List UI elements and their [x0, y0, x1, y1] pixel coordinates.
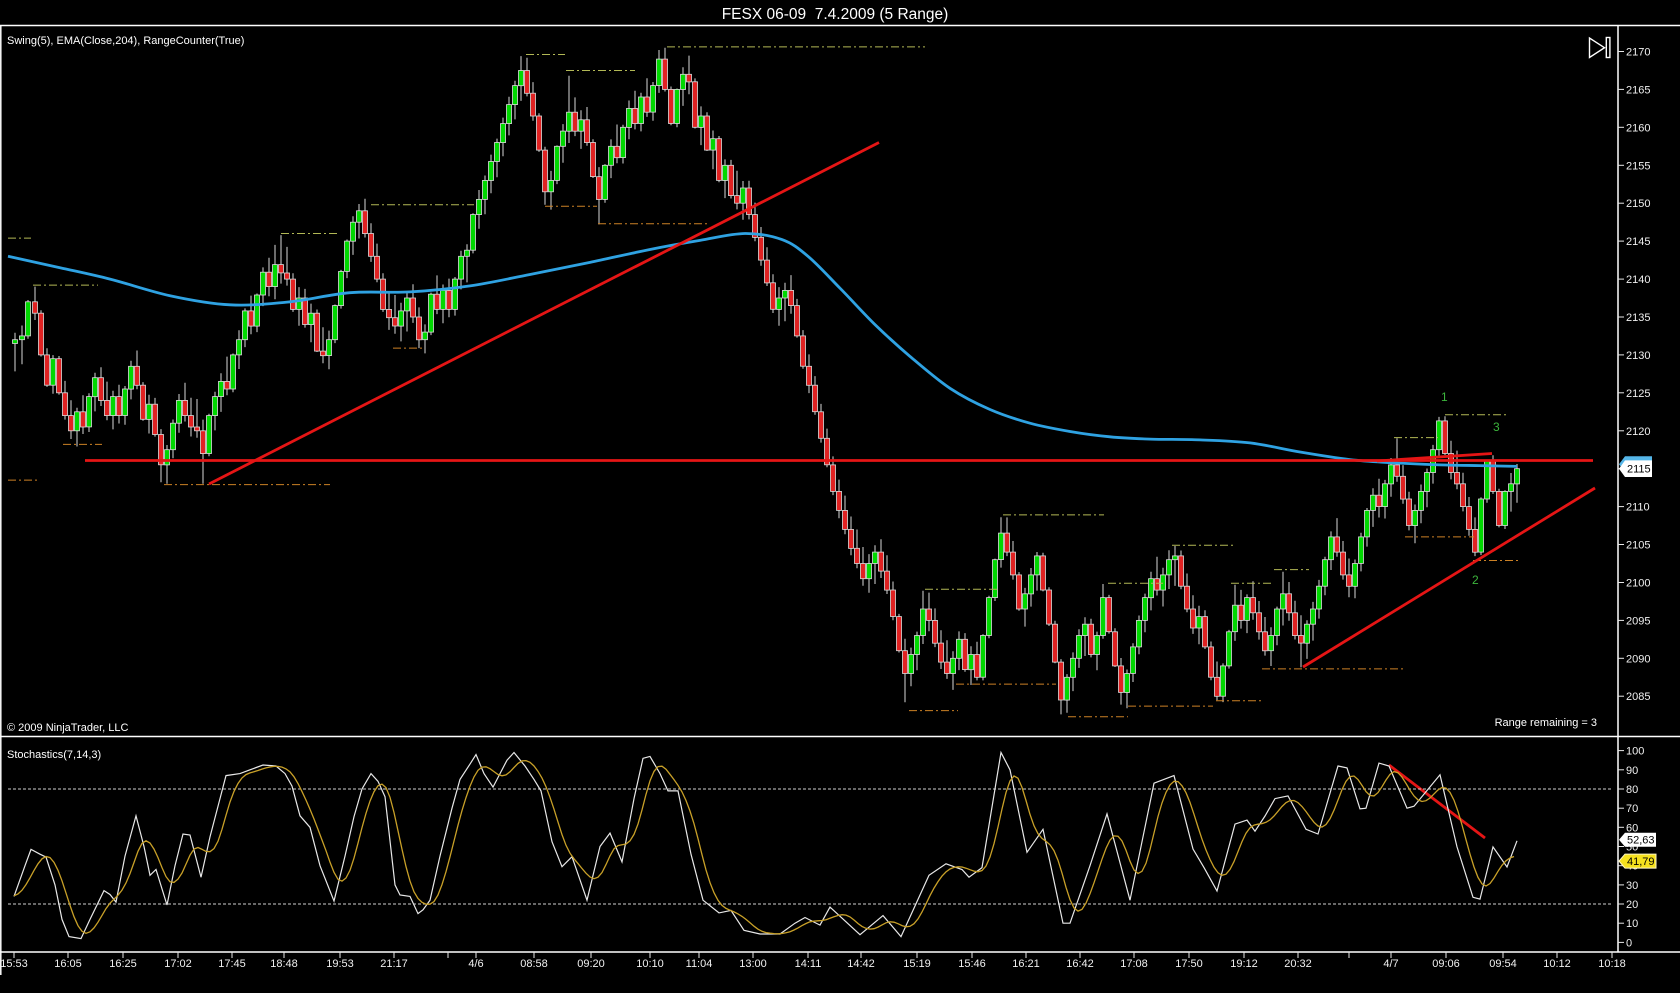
svg-text:2090: 2090 — [1626, 653, 1650, 665]
svg-text:2135: 2135 — [1626, 312, 1650, 324]
svg-text:70: 70 — [1626, 803, 1638, 815]
svg-text:16:21: 16:21 — [1012, 958, 1040, 970]
svg-text:4/7: 4/7 — [1383, 958, 1398, 970]
svg-text:16:25: 16:25 — [109, 958, 137, 970]
svg-text:13:00: 13:00 — [739, 958, 767, 970]
svg-text:08:58: 08:58 — [520, 958, 548, 970]
svg-text:2130: 2130 — [1626, 350, 1650, 362]
svg-text:2160: 2160 — [1626, 122, 1650, 134]
svg-text:60: 60 — [1626, 822, 1638, 834]
svg-text:FESX 06-09 7.4.2009 (5 Range): FESX 06-09 7.4.2009 (5 Range) — [722, 6, 949, 23]
svg-text:21:17: 21:17 — [380, 958, 408, 970]
svg-text:15:53: 15:53 — [0, 958, 28, 970]
svg-text:3: 3 — [1493, 420, 1500, 434]
svg-text:15:46: 15:46 — [958, 958, 986, 970]
svg-text:09:54: 09:54 — [1489, 958, 1517, 970]
svg-text:0: 0 — [1626, 937, 1632, 949]
svg-text:4/6: 4/6 — [468, 958, 483, 970]
svg-text:2100: 2100 — [1626, 578, 1650, 590]
svg-text:10: 10 — [1626, 918, 1638, 930]
svg-text:10:18: 10:18 — [1598, 958, 1626, 970]
svg-text:© 2009 NinjaTrader, LLC: © 2009 NinjaTrader, LLC — [7, 722, 128, 734]
svg-text:15:19: 15:19 — [903, 958, 931, 970]
svg-text:100: 100 — [1626, 746, 1644, 758]
svg-text:2155: 2155 — [1626, 160, 1650, 172]
svg-text:18:48: 18:48 — [270, 958, 298, 970]
svg-text:52,63: 52,63 — [1627, 835, 1655, 847]
svg-text:16:42: 16:42 — [1066, 958, 1094, 970]
svg-text:16:05: 16:05 — [54, 958, 82, 970]
svg-text:19:53: 19:53 — [326, 958, 354, 970]
svg-text:90: 90 — [1626, 765, 1638, 777]
svg-text:10:12: 10:12 — [1543, 958, 1571, 970]
svg-text:14:11: 14:11 — [795, 958, 822, 970]
svg-text:2085: 2085 — [1626, 691, 1650, 703]
svg-text:2095: 2095 — [1626, 615, 1650, 627]
svg-text:2120: 2120 — [1626, 426, 1650, 438]
svg-text:Range remaining = 3: Range remaining = 3 — [1495, 717, 1597, 729]
svg-text:14:42: 14:42 — [847, 958, 875, 970]
svg-text:17:02: 17:02 — [164, 958, 192, 970]
svg-text:10:10: 10:10 — [636, 958, 664, 970]
svg-text:2170: 2170 — [1626, 47, 1650, 59]
svg-text:80: 80 — [1626, 784, 1638, 796]
svg-text:Stochastics(7,14,3): Stochastics(7,14,3) — [7, 749, 101, 761]
svg-text:19:12: 19:12 — [1230, 958, 1258, 970]
svg-text:11:04: 11:04 — [686, 958, 713, 970]
svg-text:2105: 2105 — [1626, 540, 1650, 552]
svg-text:2140: 2140 — [1626, 274, 1650, 286]
svg-text:2145: 2145 — [1626, 236, 1650, 248]
svg-text:Swing(5), EMA(Close,204), Rang: Swing(5), EMA(Close,204), RangeCounter(T… — [7, 35, 244, 47]
svg-text:2110: 2110 — [1626, 502, 1650, 514]
svg-text:2125: 2125 — [1626, 388, 1650, 400]
svg-text:17:50: 17:50 — [1175, 958, 1203, 970]
svg-text:20: 20 — [1626, 899, 1638, 911]
svg-text:41,79: 41,79 — [1627, 856, 1655, 868]
svg-text:2: 2 — [1472, 573, 1479, 587]
svg-text:2150: 2150 — [1626, 198, 1650, 210]
svg-text:20:32: 20:32 — [1284, 958, 1312, 970]
svg-text:2115: 2115 — [1627, 464, 1651, 476]
svg-text:17:45: 17:45 — [218, 958, 246, 970]
svg-text:2165: 2165 — [1626, 84, 1650, 96]
svg-text:1: 1 — [1441, 390, 1448, 404]
svg-text:09:06: 09:06 — [1432, 958, 1460, 970]
svg-text:30: 30 — [1626, 880, 1638, 892]
svg-text:09:20: 09:20 — [577, 958, 605, 970]
svg-text:17:08: 17:08 — [1120, 958, 1148, 970]
